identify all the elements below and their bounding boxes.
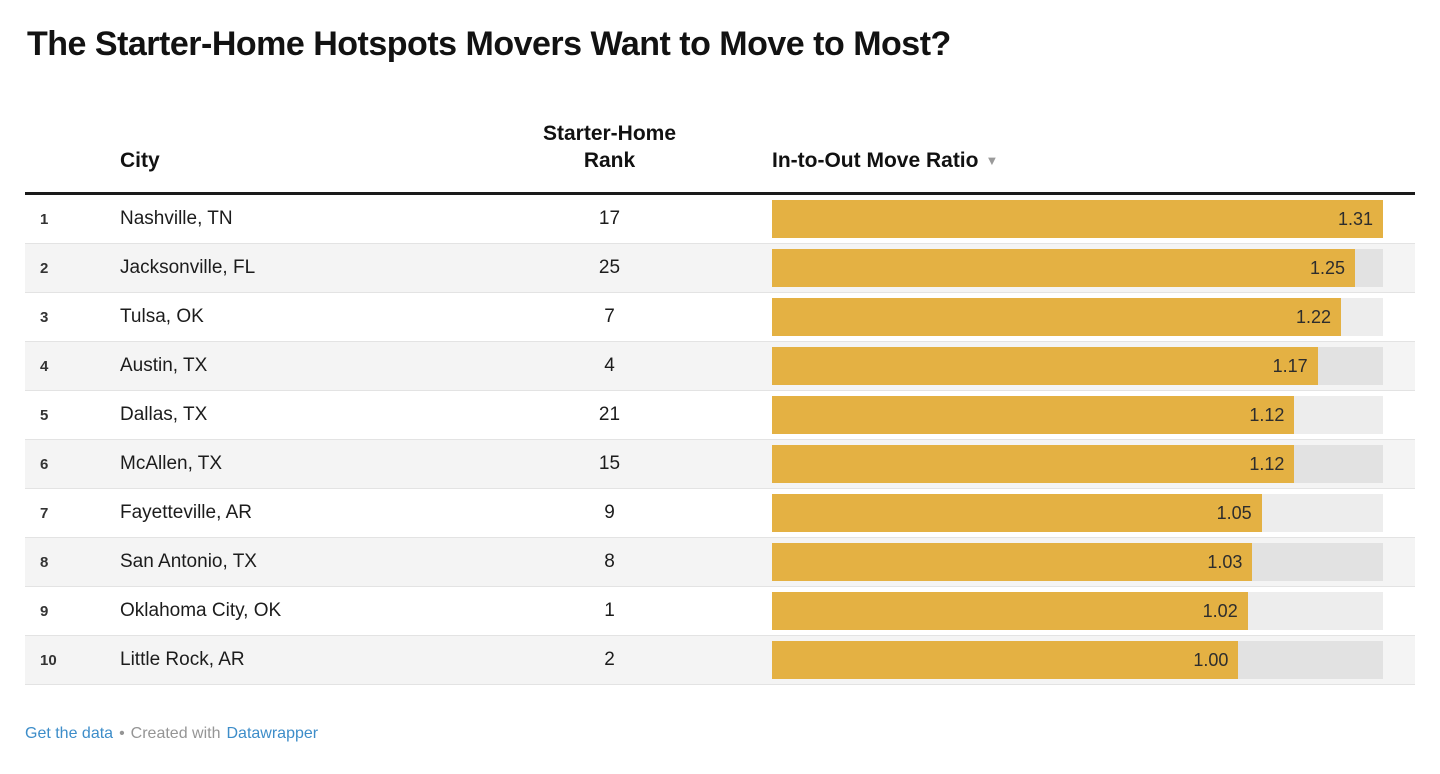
table-row: 8 San Antonio, TX 8 1.03	[25, 538, 1415, 587]
bar-value-label: 1.12	[1249, 404, 1285, 425]
row-city: Little Rock, AR	[120, 649, 245, 670]
row-city: Oklahoma City, OK	[120, 600, 282, 621]
row-city: Jacksonville, FL	[120, 257, 256, 278]
datawrapper-link[interactable]: Datawrapper	[226, 725, 319, 742]
bar-track: 1.12	[772, 396, 1383, 434]
header-starter-home-rank-line2: Rank	[583, 149, 636, 172]
row-move-ratio-cell: 1.05	[772, 494, 1415, 532]
row-number: 8	[40, 553, 49, 571]
row-city: McAllen, TX	[120, 453, 223, 474]
row-number: 6	[40, 455, 49, 473]
datawrapper-table-chart: The Starter-Home Hotspots Movers Want to…	[25, 25, 1415, 743]
table-row: 1 Nashville, TN 17 1.31	[25, 195, 1415, 244]
table-row: 4 Austin, TX 4 1.17	[25, 342, 1415, 391]
bar-track: 1.17	[772, 347, 1383, 385]
row-number: 10	[40, 651, 57, 669]
row-move-ratio-cell: 1.12	[772, 396, 1415, 434]
bar-value-label: 1.25	[1309, 257, 1346, 278]
get-the-data-link[interactable]: Get the data	[25, 725, 114, 742]
header-move-ratio[interactable]: In-to-Out Move Ratio ▼	[772, 147, 1415, 174]
bar-track: 1.05	[772, 494, 1383, 532]
footer: Get the data • Created with Datawrapper	[25, 725, 1415, 743]
row-city: Nashville, TN	[120, 208, 233, 229]
row-move-ratio-cell: 1.25	[772, 249, 1415, 287]
row-move-ratio-cell: 1.22	[772, 298, 1415, 336]
row-number: 2	[40, 259, 49, 277]
sort-descending-icon: ▼	[985, 153, 999, 168]
bar-value-label: 1.22	[1295, 306, 1332, 327]
row-number: 9	[40, 602, 49, 620]
ratio-bar: 1.00	[772, 641, 1239, 679]
row-city: Tulsa, OK	[120, 306, 204, 327]
bar-track: 1.22	[772, 298, 1383, 336]
header-city[interactable]: City	[120, 149, 160, 172]
bar-track: 1.00	[772, 641, 1383, 679]
bar-track: 1.31	[772, 200, 1383, 238]
row-city: Fayetteville, AR	[120, 502, 252, 523]
row-starter-home-rank: 9	[604, 502, 615, 523]
row-starter-home-rank: 7	[604, 306, 615, 327]
bar-value-label: 1.03	[1207, 551, 1243, 572]
bar-value-label: 1.05	[1216, 502, 1252, 523]
ratio-bar: 1.17	[772, 347, 1318, 385]
row-move-ratio-cell: 1.17	[772, 347, 1415, 385]
bar-value-label: 1.17	[1272, 355, 1308, 376]
row-starter-home-rank: 8	[604, 551, 615, 572]
header-starter-home-rank[interactable]: Starter-Home Rank	[447, 120, 772, 174]
bar-value-label: 1.02	[1202, 600, 1238, 621]
row-city: Austin, TX	[120, 355, 208, 376]
header-move-ratio-label: In-to-Out Move Ratio	[772, 149, 979, 172]
bar-track: 1.03	[772, 543, 1383, 581]
row-move-ratio-cell: 1.00	[772, 641, 1415, 679]
table-row: 10 Little Rock, AR 2 1.00	[25, 636, 1415, 685]
table-row: 3 Tulsa, OK 7 1.22	[25, 293, 1415, 342]
row-city: Dallas, TX	[120, 404, 208, 425]
ratio-bar: 1.05	[772, 494, 1262, 532]
ranked-bar-table: City Starter-Home Rank In-to-Out Move Ra…	[25, 120, 1415, 685]
ratio-bar: 1.02	[772, 592, 1248, 630]
ratio-bar: 1.31	[772, 200, 1383, 238]
bar-track: 1.02	[772, 592, 1383, 630]
row-starter-home-rank: 17	[598, 208, 621, 229]
table-row: 7 Fayetteville, AR 9 1.05	[25, 489, 1415, 538]
footer-separator: •	[119, 725, 125, 742]
row-number: 1	[40, 210, 49, 228]
row-number: 4	[40, 357, 49, 375]
ratio-bar: 1.25	[772, 249, 1356, 287]
ratio-bar: 1.12	[772, 396, 1295, 434]
ratio-bar: 1.03	[772, 543, 1253, 581]
row-starter-home-rank: 1	[604, 600, 615, 621]
table-row: 9 Oklahoma City, OK 1 1.02	[25, 587, 1415, 636]
row-starter-home-rank: 21	[598, 404, 621, 425]
row-move-ratio-cell: 1.31	[772, 200, 1415, 238]
table-body: 1 Nashville, TN 17 1.31 2 Jacksonville, …	[25, 195, 1415, 685]
bar-value-label: 1.00	[1193, 649, 1229, 670]
row-number: 7	[40, 504, 49, 522]
row-starter-home-rank: 25	[598, 257, 621, 278]
row-number: 5	[40, 406, 49, 424]
bar-value-label: 1.12	[1249, 453, 1285, 474]
table-row: 6 McAllen, TX 15 1.12	[25, 440, 1415, 489]
bar-track: 1.25	[772, 249, 1383, 287]
ratio-bar: 1.22	[772, 298, 1342, 336]
row-starter-home-rank: 15	[598, 453, 621, 474]
table-header-row: City Starter-Home Rank In-to-Out Move Ra…	[25, 120, 1415, 195]
row-starter-home-rank: 2	[604, 649, 615, 670]
bar-track: 1.12	[772, 445, 1383, 483]
table-row: 5 Dallas, TX 21 1.12	[25, 391, 1415, 440]
row-number: 3	[40, 308, 49, 326]
footer-created-with-text: Created with	[130, 725, 221, 742]
row-city: San Antonio, TX	[120, 551, 257, 572]
ratio-bar: 1.12	[772, 445, 1295, 483]
row-move-ratio-cell: 1.12	[772, 445, 1415, 483]
row-move-ratio-cell: 1.02	[772, 592, 1415, 630]
bar-value-label: 1.31	[1337, 208, 1373, 229]
header-starter-home-rank-line1: Starter-Home	[542, 122, 677, 145]
row-move-ratio-cell: 1.03	[772, 543, 1415, 581]
table-row: 2 Jacksonville, FL 25 1.25	[25, 244, 1415, 293]
row-starter-home-rank: 4	[604, 355, 615, 376]
chart-title: The Starter-Home Hotspots Movers Want to…	[27, 25, 951, 63]
